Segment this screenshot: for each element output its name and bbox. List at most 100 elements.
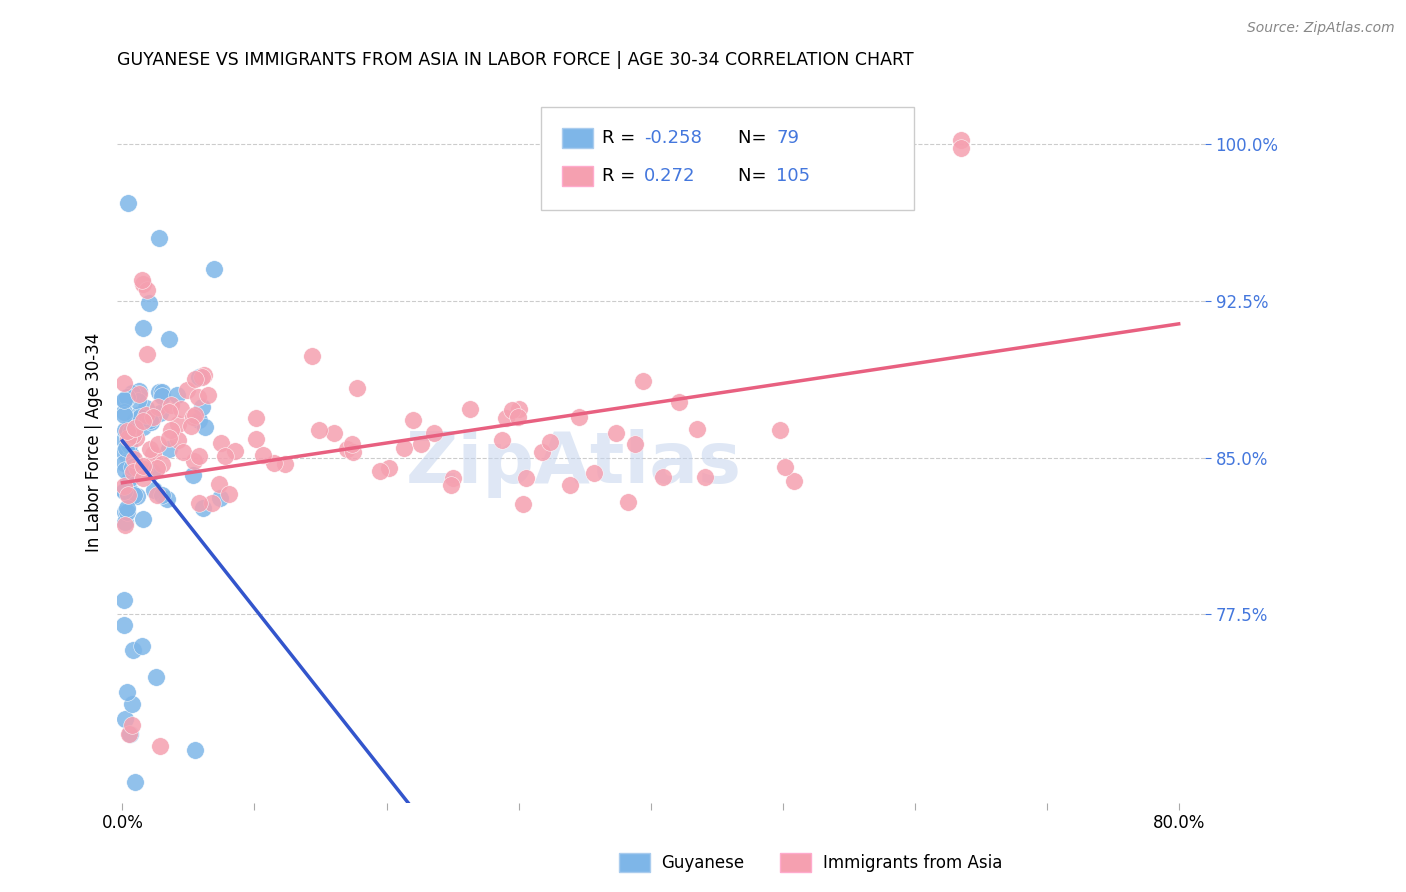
Point: [121, 698, 143, 712]
Point: [128, 387, 150, 401]
Point: [117, 504, 139, 518]
Point: [118, 438, 141, 452]
Point: [114, 423, 136, 437]
Point: [274, 457, 297, 471]
Point: [122, 452, 145, 467]
Point: [224, 444, 246, 458]
Point: [146, 488, 169, 502]
Point: [127, 393, 149, 408]
Point: [156, 492, 179, 507]
Point: [142, 410, 165, 425]
Text: Guyanese: Guyanese: [661, 854, 744, 871]
Point: [139, 413, 162, 427]
Point: [150, 457, 173, 471]
Point: [120, 485, 142, 500]
Point: [121, 427, 143, 442]
Point: [131, 639, 153, 653]
Point: [134, 466, 156, 480]
Point: [568, 409, 591, 424]
Point: [423, 425, 446, 440]
Point: [124, 488, 146, 502]
Point: [617, 495, 640, 509]
Point: [157, 442, 180, 456]
Point: [340, 437, 363, 451]
Point: [121, 425, 143, 439]
Point: [112, 433, 135, 447]
Point: [112, 618, 135, 632]
Point: [402, 413, 425, 427]
Point: [121, 385, 143, 400]
Point: [115, 449, 138, 463]
Point: [949, 141, 972, 155]
Point: [501, 403, 523, 417]
Point: [115, 390, 138, 404]
Point: [121, 718, 143, 732]
Text: Immigrants from Asia: Immigrants from Asia: [823, 854, 1002, 871]
Point: [150, 389, 173, 403]
Point: [166, 387, 188, 401]
Point: [128, 409, 150, 424]
Text: R =: R =: [602, 167, 647, 185]
Point: [112, 376, 135, 390]
Point: [146, 460, 169, 475]
Point: [515, 470, 537, 484]
Point: [188, 449, 211, 463]
Point: [132, 462, 155, 476]
Point: [166, 433, 188, 447]
Text: ZipAtlas: ZipAtlas: [406, 429, 742, 498]
Point: [124, 774, 146, 789]
Point: [167, 417, 190, 431]
Point: [769, 423, 792, 437]
Text: N=: N=: [738, 167, 772, 185]
Point: [368, 464, 391, 478]
Point: [112, 392, 135, 407]
Point: [117, 195, 139, 210]
Point: [512, 497, 534, 511]
Point: [120, 489, 142, 503]
Point: [127, 409, 149, 423]
Point: [139, 442, 162, 457]
Point: [114, 463, 136, 477]
Point: [124, 421, 146, 435]
Point: [188, 496, 211, 510]
Point: [652, 470, 675, 484]
Point: [157, 332, 180, 346]
Point: [184, 743, 207, 757]
Point: [114, 392, 136, 407]
Point: [141, 465, 163, 479]
Point: [668, 395, 690, 409]
Point: [117, 488, 139, 502]
Point: [146, 437, 169, 451]
Point: [122, 643, 145, 657]
Point: [201, 496, 224, 510]
Point: [136, 284, 159, 298]
Point: [114, 445, 136, 459]
Point: [252, 448, 274, 462]
Point: [181, 467, 204, 482]
Point: [218, 487, 240, 501]
Point: [378, 460, 401, 475]
Point: [159, 423, 181, 437]
Point: [114, 505, 136, 519]
Point: [112, 592, 135, 607]
Point: [172, 444, 194, 458]
Point: [148, 406, 170, 420]
Text: R =: R =: [602, 129, 641, 147]
Point: [112, 479, 135, 493]
Point: [132, 511, 155, 525]
Point: [117, 475, 139, 489]
Point: [145, 670, 167, 684]
Point: [114, 441, 136, 455]
Point: [631, 374, 654, 388]
Point: [624, 436, 647, 450]
Point: [135, 401, 157, 415]
Point: [508, 402, 530, 417]
Point: [124, 413, 146, 427]
Point: [124, 418, 146, 433]
Point: [114, 517, 136, 532]
Point: [120, 726, 142, 740]
Point: [112, 408, 135, 422]
Point: [440, 478, 463, 492]
Point: [263, 456, 285, 470]
Point: [121, 429, 143, 443]
